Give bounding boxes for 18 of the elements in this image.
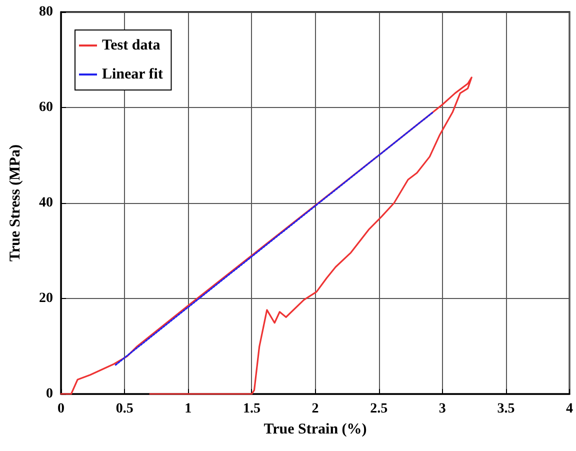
x-tick-label: 4 xyxy=(566,402,573,416)
x-tick-label: 0 xyxy=(58,402,64,416)
legend-label: Test data xyxy=(102,38,161,54)
y-tick-label: 60 xyxy=(39,100,53,115)
x-tick-label: 0.5 xyxy=(116,402,134,416)
y-tick-label: 40 xyxy=(39,196,53,210)
y-tick-label: 20 xyxy=(39,291,53,306)
x-tick-label: 2 xyxy=(312,402,319,416)
x-tick-label: 1.5 xyxy=(242,402,260,416)
y-tick-label: 0 xyxy=(46,386,53,402)
x-tick-label: 2.5 xyxy=(370,402,388,416)
x-tick-label: 1 xyxy=(184,402,192,416)
y-tick-label: 80 xyxy=(39,4,53,20)
y-axis-title: True Stress (MPa) xyxy=(8,144,24,262)
x-tick-label: 3 xyxy=(438,402,446,416)
x-axis-title: True Strain (%) xyxy=(264,422,367,438)
legend-label: Linear fit xyxy=(102,66,163,82)
x-tick-label: 3.5 xyxy=(497,402,515,416)
